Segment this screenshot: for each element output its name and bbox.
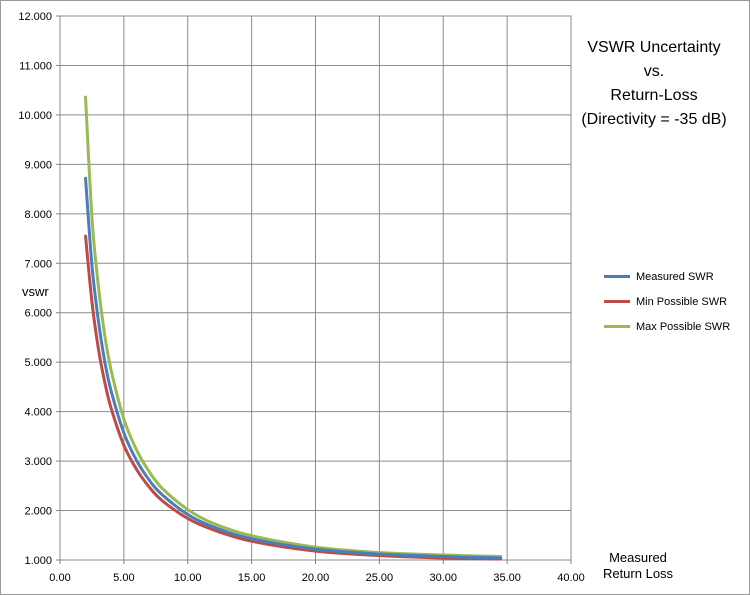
x-tick-label: 25.00 xyxy=(366,572,394,584)
y-axis-title: vswr xyxy=(22,284,49,299)
y-tick-label: 11.000 xyxy=(19,60,52,72)
chart-title-line-1: VSWR Uncertainty xyxy=(587,39,721,56)
series-line-max-possible-swr xyxy=(84,95,503,559)
x-tick-label: 5.00 xyxy=(113,572,134,584)
x-tick-label: 40.00 xyxy=(557,572,585,584)
legend-item-max: Max Possible SWR xyxy=(604,314,730,339)
x-tick-label: 35.00 xyxy=(493,572,521,584)
gridlines xyxy=(56,15,572,564)
legend-swatch-measured xyxy=(604,275,630,278)
legend-swatch-min xyxy=(604,300,630,303)
legend-item-measured: Measured SWR xyxy=(604,264,730,289)
chart-title-line-3: Return-Loss xyxy=(610,87,698,104)
chart-title-line-4: (Directivity = -35 dB) xyxy=(581,111,727,128)
x-axis-title-line-1: Measured xyxy=(609,550,667,565)
legend-label-max: Max Possible SWR xyxy=(636,320,731,333)
legend-swatch-max xyxy=(604,325,630,328)
x-axis-title: Measured Return Loss xyxy=(588,550,688,582)
y-tick-label: 7.000 xyxy=(24,258,52,270)
y-tick-label: 1.000 xyxy=(24,555,52,567)
y-tick-label: 10.000 xyxy=(18,110,52,122)
y-tick-label: 3.000 xyxy=(24,456,52,468)
y-tick-label: 2.000 xyxy=(24,506,52,518)
y-axis-tick-labels: 1.000 2.000 3.000 4.000 5.000 6.000 7.000 8.000… xyxy=(18,11,52,567)
series-line-min-possible-swr xyxy=(84,234,503,561)
series-lines xyxy=(84,95,503,561)
y-tick-label: 5.000 xyxy=(24,357,52,369)
legend-label-measured: Measured SWR xyxy=(636,270,714,283)
y-tick-label: 4.000 xyxy=(24,407,52,419)
x-tick-label: 0.00 xyxy=(49,572,70,584)
x-tick-label: 30.00 xyxy=(429,572,457,584)
series-line-measured-swr xyxy=(84,176,503,560)
y-tick-label: 8.000 xyxy=(24,209,52,221)
x-axis-title-line-2: Return Loss xyxy=(602,566,674,581)
legend: Measured SWR Min Possible SWR Max Possib… xyxy=(604,264,730,339)
x-axis-tick-labels: 0.00 5.00 10.00 15.00 20.00 25.00 30.00 35.00 40… xyxy=(49,572,584,584)
y-tick-label: 6.000 xyxy=(24,308,52,320)
legend-label-min: Min Possible SWR xyxy=(636,295,728,308)
y-tick-label: 12.000 xyxy=(18,11,52,23)
legend-item-min: Min Possible SWR xyxy=(604,289,730,314)
x-tick-label: 20.00 xyxy=(302,572,330,584)
x-tick-label: 10.00 xyxy=(174,572,202,584)
y-tick-label: 9.000 xyxy=(24,159,52,171)
x-tick-label: 15.00 xyxy=(238,572,266,584)
chart-title-line-2: vs. xyxy=(643,63,665,80)
chart-title: VSWR Uncertainty vs. Return-Loss (Direct… xyxy=(568,36,740,132)
